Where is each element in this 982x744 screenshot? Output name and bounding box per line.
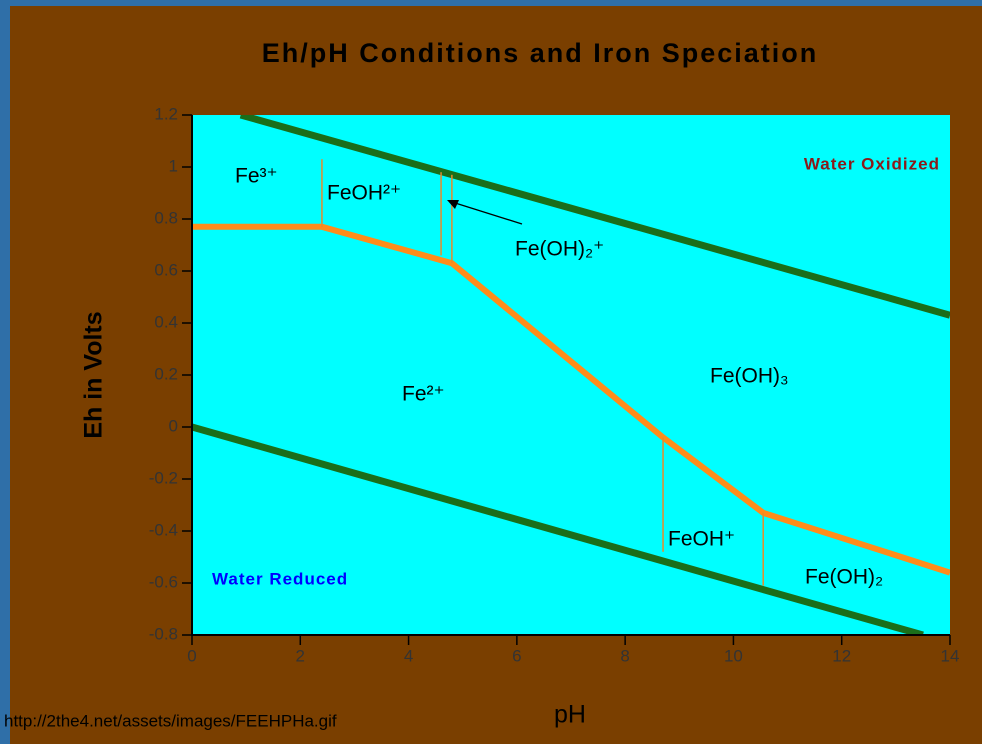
region-label: Water Reduced xyxy=(212,569,348,588)
x-tick-label: 2 xyxy=(296,646,305,665)
region-label: Fe(OH)₂ xyxy=(805,566,883,589)
y-tick-label: 0.8 xyxy=(154,208,178,227)
boundary-line xyxy=(192,423,924,635)
x-axis-label: pH xyxy=(554,701,586,729)
region-label: Water Oxidized xyxy=(804,154,940,173)
region-label: Fe²⁺ xyxy=(402,383,445,406)
y-tick-label: -0.4 xyxy=(149,520,178,539)
region-label: Fe(OH)₃ xyxy=(710,365,789,388)
y-tick-label: -0.2 xyxy=(149,468,178,487)
y-tick-label: 1.2 xyxy=(154,104,178,123)
x-tick-label: 12 xyxy=(832,646,851,665)
y-axis-label: Eh in Volts xyxy=(80,311,108,438)
boundary-line xyxy=(239,115,950,319)
region-label: Fe³⁺ xyxy=(235,165,278,188)
y-tick-label: -0.6 xyxy=(149,572,178,591)
x-tick-label: 10 xyxy=(724,646,743,665)
y-tick-label: 1 xyxy=(169,156,178,175)
y-tick-label: 0.4 xyxy=(154,312,178,331)
x-tick-label: 8 xyxy=(620,646,629,665)
x-tick-label: 6 xyxy=(512,646,521,665)
y-tick-label: 0.6 xyxy=(154,260,178,279)
arrow xyxy=(451,201,523,225)
y-tick-label: 0.2 xyxy=(154,364,178,383)
region-label: Fe(OH)₂⁺ xyxy=(515,238,604,261)
plot-area xyxy=(192,115,950,635)
boundary-line xyxy=(192,223,950,576)
arrowhead xyxy=(447,200,459,209)
source-caption: http://2the4.net/assets/images/FEEHPHa.g… xyxy=(4,711,337,730)
region-label: FeOH⁺ xyxy=(668,528,735,551)
y-tick-label: -0.8 xyxy=(149,624,178,643)
y-tick-label: 0 xyxy=(169,416,178,435)
chart-title: Eh/pH Conditions and Iron Speciation xyxy=(262,38,819,68)
x-tick-label: 0 xyxy=(187,646,196,665)
x-tick-label: 14 xyxy=(941,646,960,665)
region-label: FeOH²⁺ xyxy=(327,182,401,205)
x-tick-label: 4 xyxy=(404,646,413,665)
